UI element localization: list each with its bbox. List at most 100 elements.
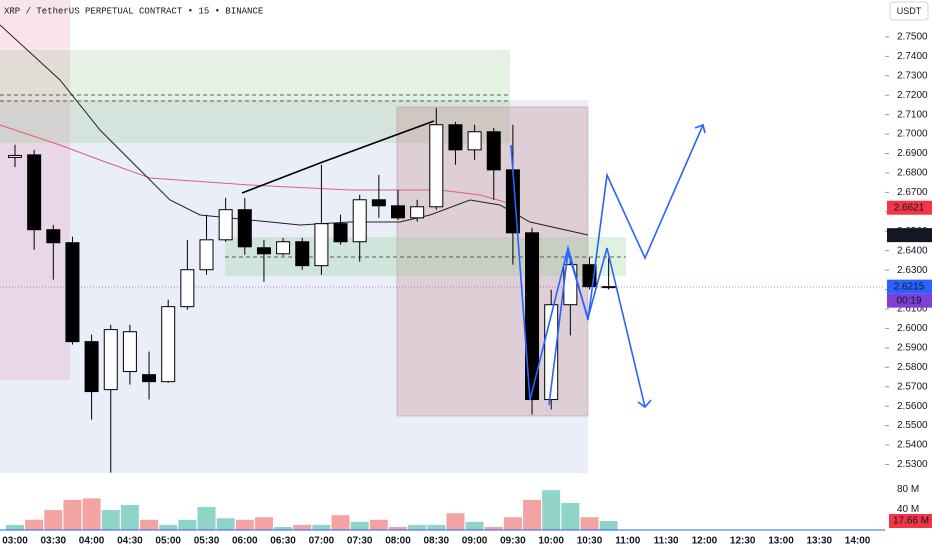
candle-body [601,286,616,289]
x-tick-label: 03:30 [41,536,67,547]
volume-bar [465,521,484,530]
x-tick-label: 12:30 [730,536,756,547]
x-tick-label: 14:00 [845,536,871,547]
currency-button[interactable] [889,1,929,21]
price-tag-label: 2.6621 [894,202,925,213]
candle-body [429,124,444,208]
y-tick-label: 2.5900 [897,342,928,353]
x-tick-label: 05:30 [194,536,220,547]
volume-bar [274,526,293,530]
candle-body [486,131,501,171]
candle-body [84,341,99,393]
volume-bar [120,505,139,530]
candle-body [525,232,540,401]
y-tick-label: 2.5600 [897,401,928,412]
candle-body [142,374,157,383]
price-tag-label: 2.6215 [894,281,925,292]
candle-body [448,124,463,151]
x-tick-label: 11:30 [654,536,679,547]
candle-body [8,154,22,158]
y-tick-label: 2.7100 [897,109,928,120]
x-tick-label: 12:00 [692,536,718,547]
y-tick-label: 2.5700 [897,381,928,392]
candle-body [65,242,80,343]
candle-body [391,205,405,219]
x-tick-label: 07:00 [309,536,335,547]
y-tick-label: 2.6000 [897,323,928,334]
axes: 2.5300 2.5400 2.5500 2.5600 2.5700 2.5800 2.59… [2,32,932,547]
x-tick-label: 08:00 [385,536,411,547]
volume-bar [82,498,101,530]
x-tick-label: 04:30 [117,536,143,547]
price-tag [887,200,932,215]
projection-path [548,247,646,408]
volume-tick-label: 80 M [897,484,919,495]
volume-tag-label: 17.66 M [893,516,929,527]
candle-body [314,223,329,267]
countdown-label: 00:19 [896,295,921,306]
price-tag-label: 2.6480 [894,230,925,241]
y-tick-label: 2.7400 [897,51,928,62]
volume-bar [254,517,273,530]
y-tick-label: 2.6900 [897,148,928,159]
y-tick-label: 2.5300 [897,459,928,470]
candle-body [276,241,291,255]
price-tag [887,279,932,294]
volume-bar [523,499,542,530]
x-tick-label: 13:00 [768,536,794,547]
volume-bar [599,520,618,530]
volume-tag [889,513,932,528]
candle-body [122,331,137,373]
y-tick-label: 2.6300 [897,265,928,276]
volume-bar [159,524,178,530]
candle-body [199,239,214,271]
volume-bar [427,524,446,530]
y-tick-label: 2.7300 [897,70,928,81]
volume-bar [350,521,369,530]
moving-average [0,124,516,206]
x-tick-label: 11:00 [615,536,640,547]
volume-bar [312,524,331,530]
volume-bar [235,519,254,530]
candle-body [237,209,252,248]
candle-body [256,247,271,255]
x-tick-label: 09:30 [500,536,526,547]
volume-bar [542,490,561,530]
y-tick-label: 2.5400 [897,440,928,451]
candle-body [161,306,176,383]
currency-label[interactable]: USDT [897,6,922,16]
chart-title: XRP / TetherUS PERPETUAL CONTRACT • 15 •… [4,6,263,16]
candle-body [27,154,42,231]
y-tick-label: 2.5500 [897,420,928,431]
volume-bar [216,518,235,530]
arrow-head [637,399,652,409]
volume-bar [6,524,24,530]
volume-bar [140,519,159,530]
y-tick-label: 2.7200 [897,90,928,101]
volume-bar [561,502,580,530]
x-tick-label: 10:00 [538,536,564,547]
volume-bar [484,526,503,530]
x-tick-label: 06:30 [270,536,296,547]
candle-body [410,206,425,219]
volume-bar [389,526,407,530]
volume-bar [178,519,197,530]
volume-bar [293,524,312,530]
volume-bar [44,510,63,530]
x-tick-label: 06:00 [232,536,258,547]
x-tick-label: 10:30 [577,536,603,547]
x-tick-label: 08:30 [424,536,450,547]
x-tick-label: 13:30 [807,536,833,547]
y-tick-label: 2.6100 [897,304,928,315]
candle-body [371,199,386,207]
trend-line [241,120,435,194]
volume-bar [63,499,82,530]
price-axis [885,0,932,550]
volume-bar [101,510,120,530]
countdown-tag [887,293,932,308]
candle-body [180,269,195,308]
moving-average [0,24,589,236]
